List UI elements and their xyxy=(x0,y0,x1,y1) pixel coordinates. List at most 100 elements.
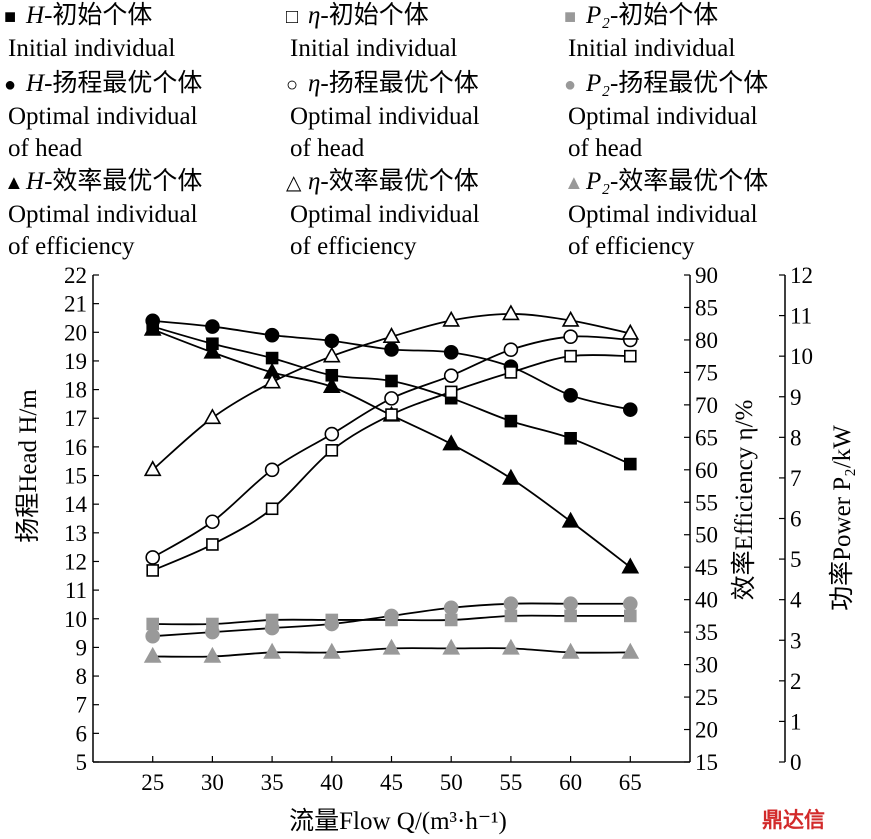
legend-label-en: Optimal individual xyxy=(568,201,758,228)
data-point-square xyxy=(444,385,458,399)
legend-label-en: Optimal individual xyxy=(290,103,480,130)
legend-entry: ■ H-初始个体 Initial individual xyxy=(4,0,175,65)
data-point-triangle xyxy=(502,468,520,485)
y-tick-label: 20 xyxy=(695,718,718,743)
data-point-circle xyxy=(443,345,459,360)
data-point-triangle xyxy=(143,460,162,477)
data-point-square xyxy=(623,457,637,471)
data-point-triangle xyxy=(382,327,401,343)
data-point-square xyxy=(146,564,159,577)
data-point-circle xyxy=(324,426,340,442)
legend-variable: η xyxy=(308,2,321,29)
legend-entry: ● P₂-扬程最优个体 Optimal individual of head xyxy=(564,68,768,165)
legend-variable: H xyxy=(26,2,45,29)
data-point-triangle xyxy=(442,638,461,655)
data-point-square xyxy=(265,351,279,365)
data-point-triangle xyxy=(561,511,580,528)
legend-label-zh: -扬程最优个体 xyxy=(320,70,479,97)
y-tick-label: 50 xyxy=(695,523,718,548)
data-point-circle xyxy=(324,616,340,632)
legend-label-en: of head xyxy=(290,135,365,162)
y-tick-label: 0 xyxy=(790,750,802,775)
legend-label-zh: -效率最优个体 xyxy=(44,168,203,195)
data-point-circle xyxy=(384,391,399,406)
y-tick-label: 6 xyxy=(790,507,802,532)
y-tick-label: 11 xyxy=(790,304,812,329)
data-point-triangle xyxy=(322,377,341,394)
y-tick-label: 12 xyxy=(790,263,813,288)
data-point-square xyxy=(504,366,518,379)
y-tick-label: 75 xyxy=(695,360,718,385)
data-point-triangle xyxy=(561,642,580,659)
data-point-triangle xyxy=(621,642,640,659)
data-point-square xyxy=(623,349,637,363)
data-point-triangle xyxy=(203,342,222,359)
right2-axis-label: 功率Power P₂/kW xyxy=(828,425,856,611)
x-tick-label: 40 xyxy=(320,770,343,795)
legend-label-en: Optimal individual xyxy=(8,103,198,130)
y-tick-label: 16 xyxy=(64,435,87,460)
y-tick-label: 19 xyxy=(64,349,87,374)
data-point-square xyxy=(564,349,577,363)
y-tick-label: 13 xyxy=(64,521,87,546)
data-point-circle xyxy=(443,600,459,616)
data-point-circle xyxy=(384,608,399,624)
y-tick-label: 9 xyxy=(790,385,802,410)
legend-label-en: Initial individual xyxy=(290,35,458,62)
data-point-triangle xyxy=(382,638,401,655)
y-tick-label: 60 xyxy=(695,458,718,483)
y-tick-label: 17 xyxy=(64,406,87,431)
legend-marker-icon: ● xyxy=(564,74,577,96)
data-point-triangle xyxy=(322,346,341,363)
y-tick-label: 9 xyxy=(76,635,88,660)
data-point-triangle xyxy=(322,642,341,659)
y-tick-label: 2 xyxy=(790,669,802,694)
x-tick-label: 35 xyxy=(261,770,284,795)
legend-label-en: Optimal individual xyxy=(8,201,198,228)
x-tick-label: 30 xyxy=(201,770,224,795)
legend-label-en: of head xyxy=(8,135,83,162)
y-tick-label: 90 xyxy=(695,263,718,288)
y-tick-label: 11 xyxy=(65,578,87,603)
legend-variable: P₂ xyxy=(586,70,610,97)
legend-marker-icon: ▲ xyxy=(564,172,584,194)
legend-label-en: of efficiency xyxy=(8,233,135,260)
left-axis-label: 扬程Head H/m xyxy=(14,389,42,543)
x-tick-label: 45 xyxy=(380,770,403,795)
y-tick-label: 6 xyxy=(76,721,88,746)
y-tick-label: 65 xyxy=(695,425,718,450)
y-tick-label: 25 xyxy=(695,685,718,710)
data-point-triangle xyxy=(621,557,640,574)
series-line xyxy=(152,328,631,568)
y-tick-label: 40 xyxy=(695,588,718,613)
legend-variable: P₂ xyxy=(586,2,610,29)
data-point-square xyxy=(504,609,518,623)
data-point-circle xyxy=(205,514,220,530)
legend-marker-icon: △ xyxy=(286,172,302,194)
legend-label-zh: -初始个体 xyxy=(320,2,429,29)
y-tick-label: 35 xyxy=(695,620,718,645)
y-tick-label: 7 xyxy=(790,466,802,491)
data-point-circle xyxy=(563,388,578,403)
y-tick-label: 70 xyxy=(695,393,718,418)
data-point-circle xyxy=(443,368,459,383)
y-tick-label: 55 xyxy=(695,490,718,515)
y-tick-label: 4 xyxy=(790,588,802,613)
watermark-logo: 鼎达信 xyxy=(762,808,825,832)
data-point-triangle xyxy=(263,642,281,659)
legend-label-en: Optimal individual xyxy=(568,103,758,130)
left-axis-head: 5 6 7 8 9 10 11 12 13 14 15 16 17 18 19 20 21 22 xyxy=(64,263,99,775)
series-line xyxy=(152,335,631,559)
legend-variable: H xyxy=(26,70,45,97)
legend-variable: P₂ xyxy=(586,168,610,195)
legend-entry: ○ η-扬程最优个体 Optimal individual of head xyxy=(286,68,480,165)
x-axis-label: 流量Flow Q/(m³·h⁻¹) xyxy=(289,807,507,835)
y-tick-label: 10 xyxy=(64,607,87,632)
series-layer xyxy=(143,304,640,663)
legend-marker-icon: ▲ xyxy=(4,172,24,194)
data-point-triangle xyxy=(442,434,461,451)
data-point-square xyxy=(623,609,637,623)
y-tick-label: 10 xyxy=(790,344,813,369)
data-point-triangle xyxy=(143,319,162,336)
y-tick-label: 7 xyxy=(76,693,88,718)
